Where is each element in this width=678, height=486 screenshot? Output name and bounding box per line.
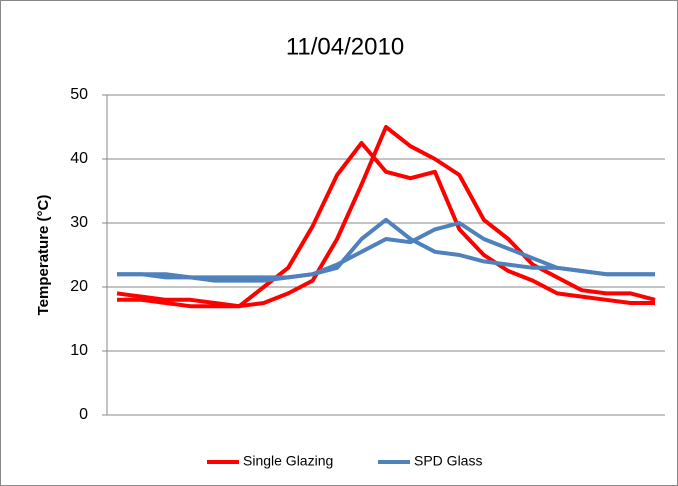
series-line	[117, 221, 655, 283]
y-tick-label: 20	[70, 278, 88, 295]
chart-title: 11/04/2010	[286, 33, 404, 60]
y-tick-label: 40	[70, 150, 88, 167]
y-tick-label: 0	[79, 406, 88, 423]
series-line	[117, 125, 656, 309]
y-tick-label: 30	[70, 214, 88, 231]
legend-label: Single Glazing	[243, 453, 333, 469]
y-tick-label: 50	[70, 86, 88, 103]
y-tick-label: 10	[70, 342, 88, 359]
legend-label: SPD Glass	[414, 453, 482, 469]
y-axis-title: Temperature (°C)	[35, 195, 52, 316]
series-line	[116, 141, 655, 309]
